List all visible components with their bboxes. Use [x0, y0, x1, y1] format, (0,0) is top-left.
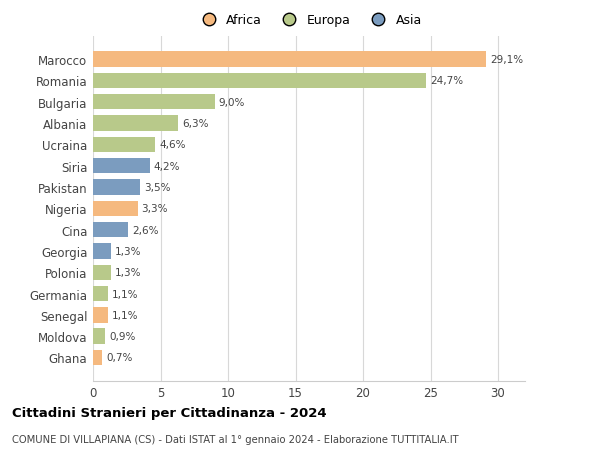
- Text: 1,1%: 1,1%: [112, 310, 139, 320]
- Text: Cittadini Stranieri per Cittadinanza - 2024: Cittadini Stranieri per Cittadinanza - 2…: [12, 406, 326, 419]
- Bar: [93, 159, 150, 174]
- Bar: [93, 244, 110, 259]
- Text: 4,6%: 4,6%: [159, 140, 185, 150]
- Text: 4,2%: 4,2%: [154, 161, 180, 171]
- Bar: [93, 329, 105, 344]
- Text: 9,0%: 9,0%: [218, 98, 245, 107]
- Text: 2,6%: 2,6%: [132, 225, 158, 235]
- Text: 24,7%: 24,7%: [431, 76, 464, 86]
- Text: COMUNE DI VILLAPIANA (CS) - Dati ISTAT al 1° gennaio 2024 - Elaborazione TUTTITA: COMUNE DI VILLAPIANA (CS) - Dati ISTAT a…: [12, 434, 458, 444]
- Text: 29,1%: 29,1%: [490, 55, 523, 65]
- Bar: [93, 308, 108, 323]
- Bar: [93, 180, 140, 195]
- Bar: [93, 73, 427, 89]
- Text: 3,5%: 3,5%: [145, 183, 171, 193]
- Bar: [93, 137, 155, 153]
- Bar: [93, 350, 103, 365]
- Bar: [93, 116, 178, 131]
- Text: 1,1%: 1,1%: [112, 289, 139, 299]
- Text: 3,3%: 3,3%: [142, 204, 168, 214]
- Bar: [93, 95, 215, 110]
- Text: 0,7%: 0,7%: [107, 353, 133, 363]
- Text: 1,3%: 1,3%: [115, 246, 141, 257]
- Text: 0,9%: 0,9%: [109, 331, 136, 341]
- Bar: [93, 52, 486, 67]
- Text: 1,3%: 1,3%: [115, 268, 141, 278]
- Text: 6,3%: 6,3%: [182, 119, 209, 129]
- Bar: [93, 201, 137, 217]
- Bar: [93, 265, 110, 280]
- Bar: [93, 286, 108, 302]
- Bar: [93, 223, 128, 238]
- Legend: Africa, Europa, Asia: Africa, Europa, Asia: [196, 14, 422, 27]
